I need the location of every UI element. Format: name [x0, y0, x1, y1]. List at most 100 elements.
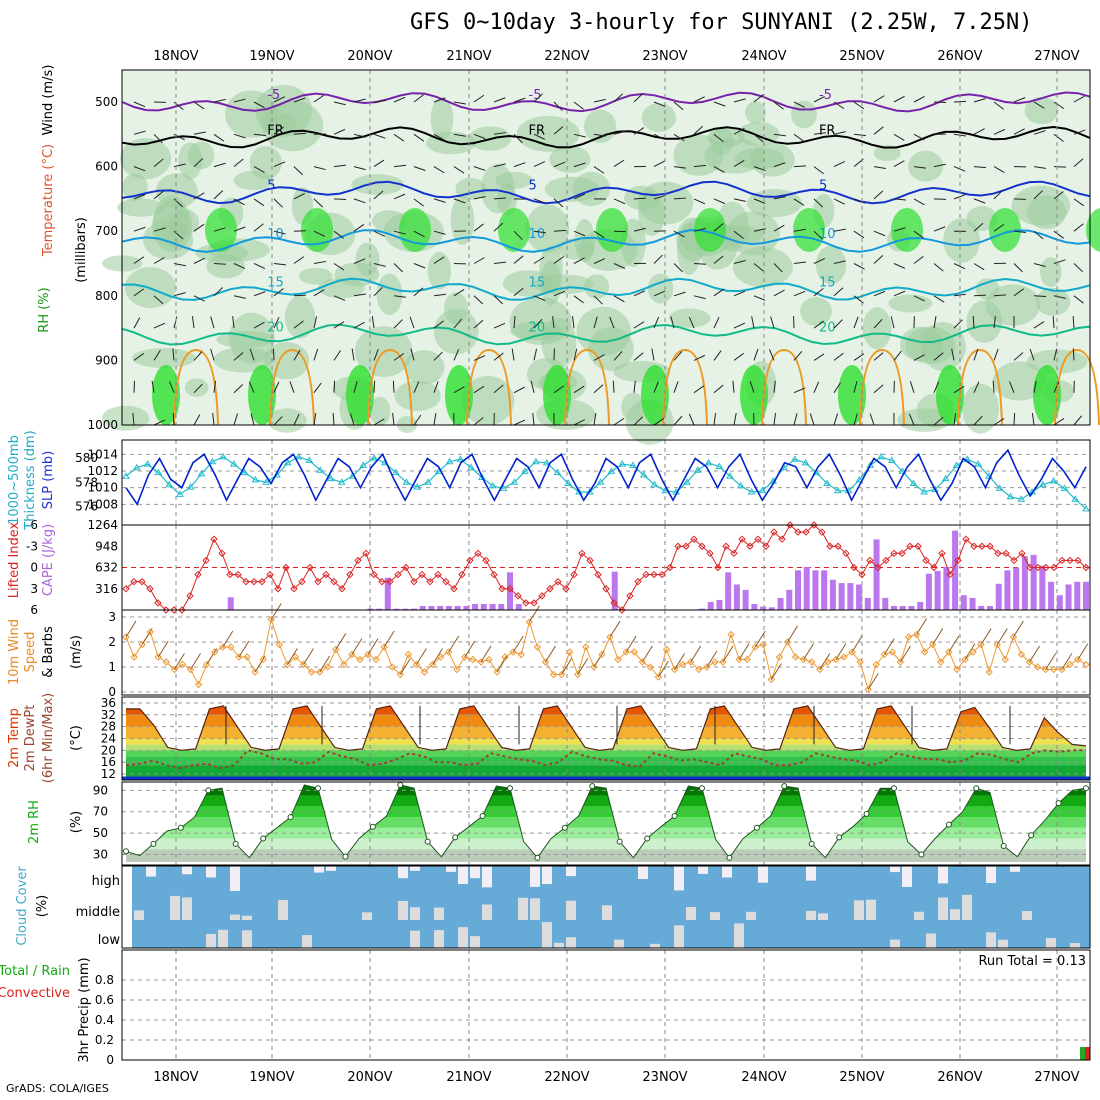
wind-speed-marker: [178, 660, 187, 669]
wind-barb: [793, 261, 806, 264]
label-precip: 3hr Precip (mm): [77, 957, 92, 1062]
wind-barb: [773, 133, 786, 137]
wind-speed-marker: [896, 658, 905, 666]
wind-barb-10m: [351, 638, 363, 655]
rh-shade-mid: [966, 300, 1003, 343]
wind-speed-marker: [275, 640, 283, 649]
rh-shade-mid: [404, 350, 445, 385]
wind-speed-marker: [985, 668, 993, 676]
cloud-bar: [530, 866, 540, 887]
slp-thickness-panel: 576 578 580 1008 1010 1012 1014: [75, 439, 1091, 526]
cape-bar: [716, 599, 723, 610]
wind-barb: [973, 294, 987, 297]
wind-barb: [313, 260, 326, 264]
wind-barb: [333, 164, 346, 168]
rh-shade-mid: [117, 198, 165, 217]
wind-barb: [293, 413, 300, 426]
wind-barb: [213, 98, 226, 103]
wind-barb: [653, 160, 665, 168]
li-marker: [906, 542, 914, 550]
wind-barb: [233, 98, 246, 103]
li-marker: [850, 563, 858, 572]
rh-marker: [452, 834, 459, 841]
wind-barb: [813, 230, 824, 240]
wind-barb: [353, 258, 366, 264]
wind-barb: [273, 161, 286, 168]
li-marker: [818, 528, 826, 536]
li-marker: [122, 585, 130, 593]
wind-barb: [933, 416, 944, 426]
date-label-bottom: 25NOV: [839, 1070, 884, 1085]
wind-barb: [913, 95, 925, 103]
cape-bar: [725, 572, 732, 610]
wind-barb: [593, 133, 606, 137]
li-marker: [602, 585, 610, 593]
cape-bar: [1021, 556, 1028, 610]
wind-barb: [993, 223, 1005, 232]
wind-barb: [773, 162, 786, 168]
cape-bar: [934, 570, 941, 610]
isotherm-label: 10: [819, 227, 836, 242]
wind-barb: [713, 198, 726, 205]
wind-speed-marker: [469, 655, 477, 664]
wind-barb: [353, 133, 366, 138]
warm-contour: [662, 348, 708, 426]
thickness-marker: [413, 483, 422, 490]
wind-barb: [373, 418, 385, 426]
y-tick-label: 800: [95, 289, 118, 303]
wind-barb: [751, 316, 755, 329]
wind-speed-marker: [267, 615, 275, 624]
wind-speed-marker: [703, 663, 711, 671]
li-marker: [866, 556, 874, 565]
rh-shade-high: [346, 365, 374, 425]
rh-marker: [287, 814, 294, 821]
wind-barb: [873, 384, 884, 394]
wind-barb: [809, 413, 815, 426]
li-marker: [290, 585, 298, 593]
isotherm-line: [121, 180, 1091, 205]
wind-barb: [933, 101, 947, 104]
rh-marker: [424, 838, 431, 845]
wind-barb: [433, 293, 446, 297]
wind-barb: [273, 416, 283, 426]
thickness-tick-label: 580: [75, 451, 98, 465]
isotherm-label: -5: [819, 88, 832, 103]
wind-barb: [833, 260, 846, 264]
cloud-bar: [482, 866, 492, 888]
cape-bar: [821, 570, 828, 610]
wind-barb: [513, 255, 524, 264]
wind-barb: [353, 98, 366, 103]
wind-speed-marker: [162, 658, 171, 666]
isotherm-label: 5: [529, 178, 537, 193]
rh-marker: [589, 783, 596, 790]
wind-barb: [213, 190, 224, 200]
thickness-marker: [532, 457, 540, 465]
wind-speed-marker: [453, 665, 461, 674]
cape-bar: [227, 597, 234, 610]
rh-shade-high: [838, 365, 866, 425]
wind-barb: [1053, 230, 1064, 239]
rh-marker: [808, 840, 815, 847]
rh-shade-mid: [370, 396, 391, 426]
wind-barb: [933, 381, 940, 393]
rh-shade-high: [152, 365, 180, 425]
wind-barb: [633, 416, 644, 426]
wind-speed-marker: [1066, 660, 1074, 669]
thickness-marker: [855, 475, 864, 483]
wind-barb: [233, 263, 246, 269]
wind-barb: [333, 350, 342, 361]
cloud-bar: [854, 900, 864, 920]
panel-frame: [121, 865, 1091, 949]
wind-barb: [1073, 158, 1084, 167]
wind-barb: [293, 193, 305, 200]
wind-barb: [573, 101, 584, 110]
label-2m-rh: 2m RH: [27, 800, 42, 844]
wind-barb: [653, 290, 666, 297]
li-marker: [650, 570, 658, 579]
rh-marker: [561, 824, 568, 831]
wind-speed-marker: [920, 648, 929, 656]
wind-barb: [853, 101, 865, 110]
wind-barb: [413, 414, 422, 426]
wind-speed-marker: [235, 653, 243, 661]
wind-barb: [193, 223, 205, 232]
